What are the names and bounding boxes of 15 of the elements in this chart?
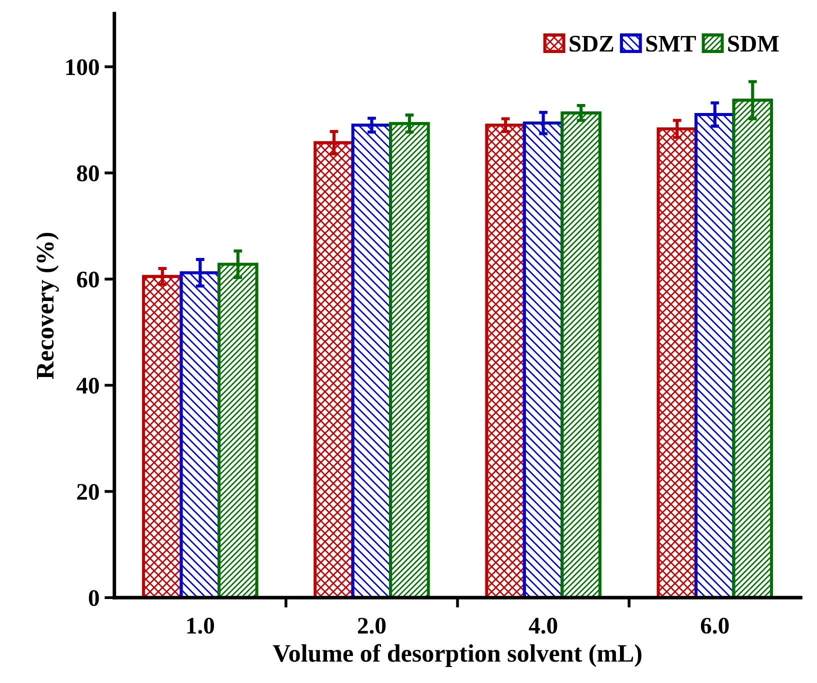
x-tick-label: 4.0 [528,618,558,634]
x-tick-label: 6.0 [700,618,729,634]
y-axis-title: Recovery (%) [36,232,59,380]
x-tick-label: 2.0 [358,618,386,634]
x-tick-label: 1.0 [187,618,214,634]
legend-label: SMT [646,36,696,52]
y-tick-label: 20 [77,484,99,500]
y-tick-label: 0 [88,590,99,606]
y-tick-label: 100 [66,59,99,76]
y-tick-label: 60 [76,272,99,288]
y-tick-label: 40 [76,378,99,394]
y-tick-label: 80 [76,165,99,182]
legend-label: SDZ [570,36,614,52]
legend-label: SDM [728,36,779,52]
x-axis-title: Volume of desorption solvent (mL) [272,644,642,667]
